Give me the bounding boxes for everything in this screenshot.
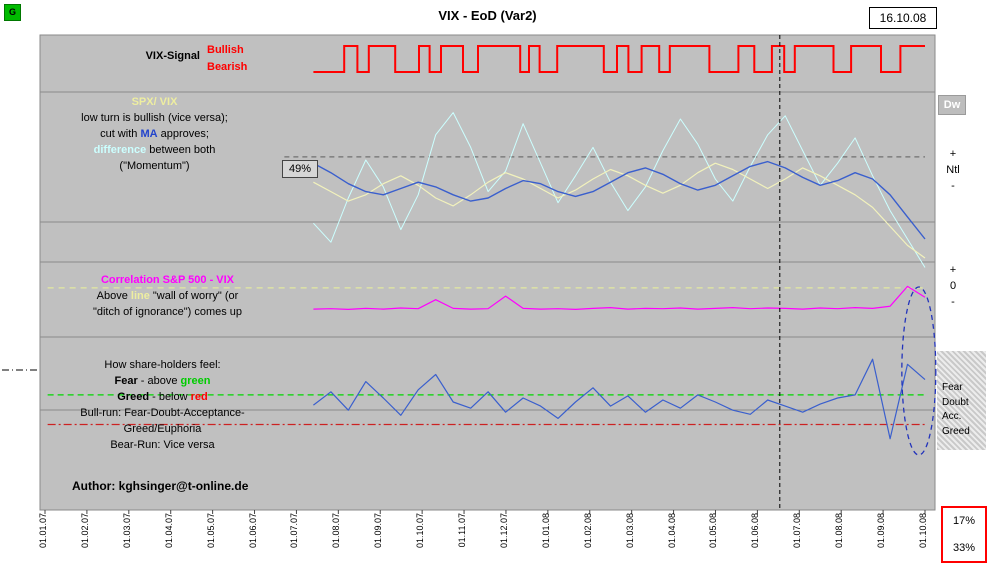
percent-bottom: 33%: [952, 541, 976, 554]
percent-top: 17%: [952, 515, 976, 528]
spx-vix-line2-pre: cut with: [100, 128, 141, 140]
fear-rest: - above: [137, 375, 181, 387]
spx-vix-line4: ("Momentum"): [119, 160, 190, 172]
x-axis-label: 01.05.08: [708, 513, 719, 549]
x-axis-label: 01.01.07: [38, 513, 48, 549]
bearish-label: Bearish: [207, 61, 248, 73]
sentiment-fear-line: Fear - above green: [40, 373, 285, 389]
correlation-line1: Above line "wall of worry" (or: [50, 288, 285, 304]
difference-word: difference: [93, 144, 147, 156]
x-axis-label: 01.06.07: [247, 513, 258, 549]
chart-title: VIX - EoD (Var2): [438, 8, 537, 23]
sentiment-line4: Greed/Euphoria: [123, 423, 202, 435]
spx-vix-line2-post: approves;: [157, 128, 209, 140]
correlation-line1-pre: Above: [96, 290, 131, 302]
x-axis-label: 01.02.07: [79, 513, 90, 549]
sentiment-line3: Bull-run: Fear-Doubt-Acceptance-: [80, 407, 245, 419]
x-axis-label: 01.07.08: [792, 513, 803, 549]
spx-vix-line3: difference between both: [47, 142, 262, 158]
spx-vix-line1: low turn is bullish (vice versa);: [81, 112, 228, 124]
sentiment-scale-box: Fear Doubt Acc. Greed: [937, 351, 986, 450]
correlation-line1-post: "wall of worry" (or: [149, 290, 239, 302]
spx-vix-title: SPX/ VIX: [131, 96, 178, 108]
correlation-title: Correlation S&P 500 - VIX: [100, 274, 235, 286]
x-axis-label: 01.10.07: [415, 513, 426, 549]
ntl-plus: +: [949, 148, 957, 160]
ntl-scale: + Ntl -: [936, 146, 970, 194]
x-axis-label: 01.05.07: [205, 513, 216, 549]
zero-label: 0: [949, 280, 957, 292]
x-axis-label: 01.08.08: [834, 513, 845, 549]
percent-readout-box: 17% 33%: [941, 506, 987, 563]
x-axis-label: 01.03.07: [121, 513, 132, 549]
zero-plus: +: [949, 264, 957, 276]
line-word: line: [130, 290, 150, 302]
x-axis-label: 01.04.08: [666, 513, 677, 549]
x-axis-label: 01.02.08: [582, 513, 593, 549]
fear-word: Fear: [114, 375, 138, 387]
ma-word: MA: [140, 128, 158, 140]
spx-vix-line2: cut with MA approves;: [47, 126, 262, 142]
red-word: red: [190, 391, 208, 403]
level-49-label: 49%: [282, 160, 319, 178]
x-axis-label: 01.01.08: [540, 513, 551, 549]
x-axis-label: 01.03.08: [624, 513, 635, 549]
sentiment-greed-line: Greed - below red: [40, 389, 285, 405]
bullish-label: Bullish: [207, 44, 244, 56]
correlation-line2: "ditch of ignorance") comes up: [92, 306, 243, 318]
x-axis-label: 01.08.07: [331, 513, 342, 549]
scale-fear: Fear: [942, 382, 963, 393]
x-axis-label: 01.12.07: [498, 513, 509, 549]
spx-vix-annotation: SPX/ VIX low turn is bullish (vice versa…: [47, 94, 262, 174]
scale-doubt: Doubt: [942, 396, 969, 408]
g-corner-badge[interactable]: G: [4, 4, 21, 21]
sentiment-annotation: How share-holders feel: Fear - above gre…: [40, 357, 285, 453]
zero-scale: + 0 -: [936, 262, 970, 310]
green-word: green: [180, 375, 211, 387]
spx-vix-line3-post: between both: [146, 144, 216, 156]
ntl-label: Ntl: [946, 164, 960, 176]
greed-word: Greed: [117, 391, 150, 403]
author-credit: Author: kghsinger@t-online.de: [72, 479, 249, 493]
zero-minus: -: [951, 296, 955, 308]
x-axis-label: 01.10.08: [918, 513, 928, 549]
x-axis-label: 01.04.07: [163, 513, 174, 549]
x-axis-label: 01.06.08: [750, 513, 761, 549]
scale-acceptance: Acc.: [942, 411, 962, 422]
dw-button[interactable]: Dw: [938, 95, 966, 115]
x-axis-label: 01.09.07: [373, 513, 384, 549]
greed-rest: - below: [149, 391, 191, 403]
sentiment-title: How share-holders feel:: [104, 359, 221, 371]
correlation-annotation: Correlation S&P 500 - VIX Above line "wa…: [50, 272, 285, 320]
scale-greed: Greed: [942, 425, 970, 437]
x-axis-label: 01.09.08: [876, 513, 887, 549]
ntl-minus: -: [951, 180, 955, 192]
vix-signal-label: VIX-Signal: [145, 50, 200, 62]
sentiment-line5: Bear-Run: Vice versa: [110, 439, 215, 451]
x-axis-label: 01.07.07: [289, 513, 300, 549]
x-axis-label: 01.11.07: [457, 513, 468, 548]
asof-date-box: 16.10.08: [869, 7, 937, 29]
